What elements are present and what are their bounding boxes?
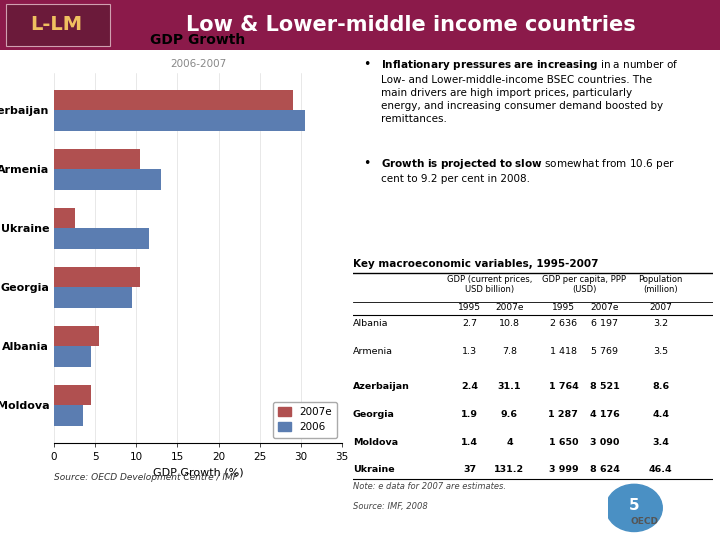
- Text: 6 197: 6 197: [591, 319, 618, 328]
- Text: Armenia: Armenia: [353, 347, 393, 355]
- Text: •: •: [364, 58, 371, 71]
- Text: Note: e data for 2007 are estimates.: Note: e data for 2007 are estimates.: [353, 482, 505, 491]
- Text: $\bf{Inflationary\ pressures\ are\ increasing}$ in a number of
Low- and Lower-mi: $\bf{Inflationary\ pressures\ are\ incre…: [381, 58, 679, 125]
- Text: 2007e: 2007e: [590, 303, 619, 312]
- Bar: [54, 148, 140, 170]
- Text: 131.2: 131.2: [495, 465, 524, 474]
- X-axis label: GDP Growth (%): GDP Growth (%): [153, 468, 243, 477]
- Text: 7.8: 7.8: [502, 347, 517, 355]
- Text: 37: 37: [463, 465, 477, 474]
- Text: Source: OECD Development Centre / IMF: Source: OECD Development Centre / IMF: [54, 472, 238, 482]
- Text: 1 764: 1 764: [549, 382, 578, 391]
- Circle shape: [606, 484, 662, 531]
- Text: L-LM: L-LM: [30, 15, 82, 35]
- Text: 4: 4: [506, 437, 513, 447]
- Text: 1 287: 1 287: [549, 410, 578, 419]
- Text: 8.6: 8.6: [652, 382, 669, 391]
- Text: Key macroeconomic variables, 1995-2007: Key macroeconomic variables, 1995-2007: [353, 259, 598, 269]
- Legend: 2007e, 2006: 2007e, 2006: [273, 402, 337, 437]
- Bar: [54, 287, 132, 308]
- Bar: [54, 170, 161, 190]
- Text: 1 418: 1 418: [550, 347, 577, 355]
- Bar: [54, 346, 91, 367]
- Text: 1.9: 1.9: [462, 410, 478, 419]
- Text: 2007e: 2007e: [495, 303, 523, 312]
- Text: 1995: 1995: [552, 303, 575, 312]
- Text: 2 636: 2 636: [550, 319, 577, 328]
- Text: 1.3: 1.3: [462, 347, 477, 355]
- Text: GDP per capita, PPP
(USD): GDP per capita, PPP (USD): [542, 275, 626, 294]
- Bar: [54, 384, 91, 406]
- Text: Georgia: Georgia: [353, 410, 395, 419]
- Text: Moldova: Moldova: [353, 437, 398, 447]
- Text: 5: 5: [629, 498, 639, 514]
- Text: GDP (current prices,
USD billion): GDP (current prices, USD billion): [447, 275, 532, 294]
- Text: 1.4: 1.4: [462, 437, 478, 447]
- Text: 2006-2007: 2006-2007: [170, 59, 226, 69]
- Text: 5 769: 5 769: [591, 347, 618, 355]
- Text: GDP Growth: GDP Growth: [150, 33, 246, 47]
- Text: Low & Lower-middle income countries: Low & Lower-middle income countries: [186, 15, 635, 35]
- Text: OECD: OECD: [631, 517, 658, 526]
- Text: Ukraine: Ukraine: [353, 465, 395, 474]
- Text: 9.6: 9.6: [501, 410, 518, 419]
- Text: Azerbaijan: Azerbaijan: [353, 382, 410, 391]
- Bar: [54, 228, 148, 249]
- Text: 3.5: 3.5: [653, 347, 668, 355]
- Text: 2.4: 2.4: [462, 382, 478, 391]
- Text: Population
(million): Population (million): [639, 275, 683, 294]
- Text: 2.7: 2.7: [462, 319, 477, 328]
- Text: $\bf{Growth\ is\ projected\ to\ slow}$ somewhat from 10.6 per
cent to 9.2 per ce: $\bf{Growth\ is\ projected\ to\ slow}$ s…: [381, 157, 675, 184]
- Bar: [54, 90, 292, 110]
- Text: 1995: 1995: [459, 303, 481, 312]
- Text: 8 521: 8 521: [590, 382, 620, 391]
- Bar: [54, 267, 140, 287]
- Text: 4 176: 4 176: [590, 410, 620, 419]
- Text: 8 624: 8 624: [590, 465, 620, 474]
- Text: 31.1: 31.1: [498, 382, 521, 391]
- Text: •: •: [364, 157, 371, 170]
- Text: 4.4: 4.4: [652, 410, 669, 419]
- Text: Albania: Albania: [353, 319, 388, 328]
- Text: 2007: 2007: [649, 303, 672, 312]
- Bar: [54, 208, 75, 228]
- Text: 10.8: 10.8: [499, 319, 520, 328]
- Text: 3 999: 3 999: [549, 465, 578, 474]
- Text: 3.2: 3.2: [653, 319, 668, 328]
- FancyBboxPatch shape: [0, 0, 720, 50]
- Bar: [54, 406, 83, 426]
- Text: 3.4: 3.4: [652, 437, 669, 447]
- Text: 1 650: 1 650: [549, 437, 578, 447]
- Text: 3 090: 3 090: [590, 437, 619, 447]
- Bar: [54, 110, 305, 131]
- Text: Source: IMF, 2008: Source: IMF, 2008: [353, 502, 428, 511]
- Bar: [54, 326, 99, 346]
- FancyBboxPatch shape: [6, 4, 110, 46]
- Text: 46.4: 46.4: [649, 465, 672, 474]
